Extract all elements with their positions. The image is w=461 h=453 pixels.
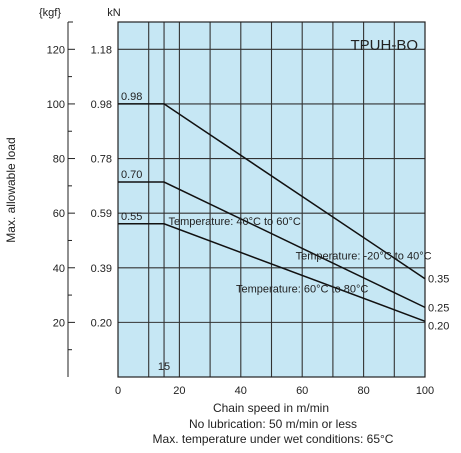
- series-line: [118, 223, 426, 322]
- series-end-label: 0.25: [428, 302, 449, 314]
- y-axis-title: Max. allowable load: [4, 137, 18, 242]
- product-label: TPUH-BO: [351, 37, 419, 54]
- y-tick-label-kn: 0.98: [91, 99, 112, 111]
- series-start-label: 0.98: [121, 91, 142, 103]
- series-end-label: 0.20: [428, 320, 449, 332]
- y-unit-left: {kgf}: [39, 7, 61, 19]
- grid-lines: [118, 22, 425, 377]
- y-unit-right: kN: [107, 7, 121, 19]
- series-end-label: 0.35: [428, 274, 449, 286]
- series-lines: [118, 103, 426, 322]
- y-tick-label-kgf: 20: [53, 317, 65, 329]
- y-tick-label-kgf: 80: [53, 154, 65, 166]
- y-tick-label-kn: 0.59: [91, 208, 112, 220]
- y-tick-label-kgf: 120: [47, 44, 65, 56]
- y-tick-label-kn: 0.78: [91, 154, 112, 166]
- x-axis-title: Chain speed in m/min: [213, 401, 329, 415]
- series-name-label: Temperature: -20°C to 40°C: [296, 251, 432, 263]
- plot-border: [117, 21, 426, 378]
- y-tick-label-kgf: 40: [53, 263, 65, 275]
- axes: [67, 21, 426, 378]
- y-tick-label-kn: 0.39: [91, 263, 112, 275]
- x-tick-label: 20: [173, 385, 185, 397]
- y-tick-label-kgf: 100: [47, 99, 65, 111]
- x-tick-label: 40: [235, 385, 247, 397]
- x-tick-label: 0: [115, 385, 121, 397]
- y-tick-label-kn: 1.18: [91, 44, 112, 56]
- chart-labels: 20 0.20 40 0.39 60 0.59 80 0.78 100 0.98 120 1.18 0 2…: [47, 44, 450, 397]
- note-wet-conditions: Max. temperature under wet conditions: 6…: [152, 432, 394, 446]
- y-tick-label-kn: 0.20: [91, 317, 112, 329]
- x-tick-label: 100: [416, 385, 434, 397]
- note-lubrication: No lubrication: 50 m/min or less: [188, 417, 358, 431]
- series-name-label: Temperature: 60°C to 80°C: [236, 283, 368, 295]
- series-start-label: 0.70: [121, 169, 142, 181]
- series-start-label: 0.55: [121, 211, 142, 223]
- x-tick-label: 60: [296, 385, 308, 397]
- y-tick-label-kgf: 60: [53, 208, 65, 220]
- series-name-label: Temperature: 40°C to 60°C: [169, 216, 301, 228]
- x-tick-label: 80: [357, 385, 369, 397]
- series-line: [118, 181, 426, 309]
- series-line: [118, 103, 426, 280]
- x-marker-label: 15: [158, 361, 170, 373]
